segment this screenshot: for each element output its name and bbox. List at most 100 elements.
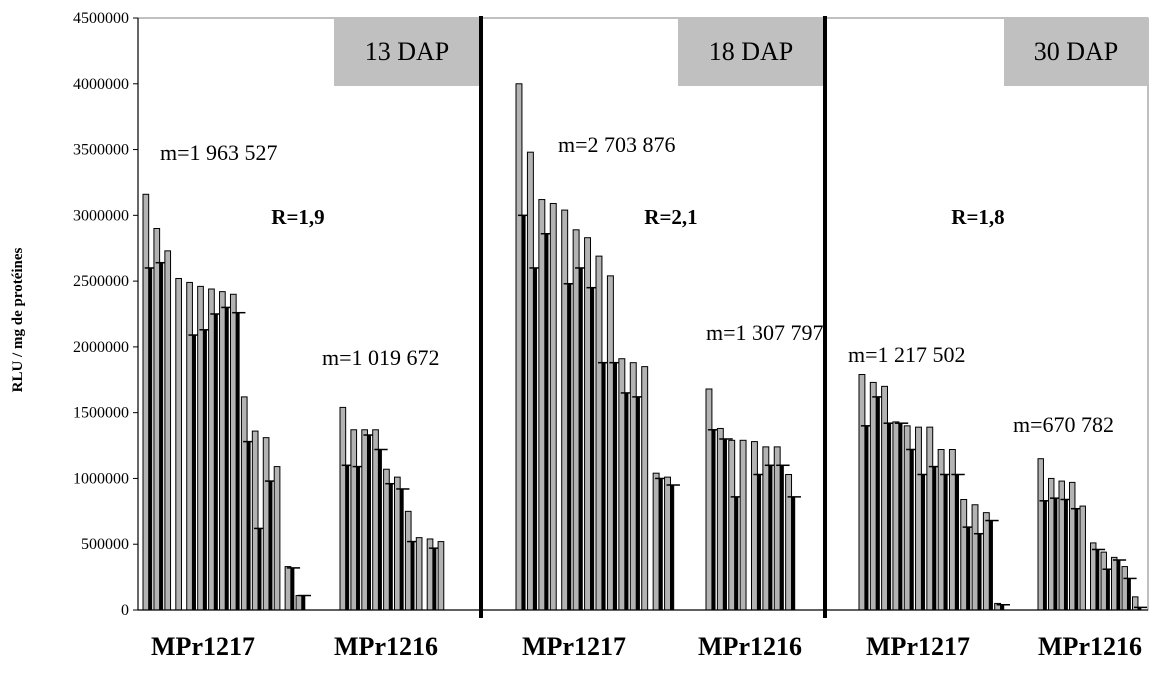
- ratio-label: R=2,1: [644, 205, 697, 229]
- bar: [1111, 556, 1118, 611]
- group-label: MPr1217: [151, 632, 255, 661]
- bar: [549, 202, 557, 611]
- bar: [613, 362, 618, 611]
- bar: [186, 281, 193, 611]
- bar: [290, 567, 295, 611]
- bar: [960, 498, 968, 611]
- bar: [875, 396, 880, 611]
- bar: [955, 474, 959, 611]
- bar: [1095, 549, 1100, 611]
- bar: [350, 429, 358, 611]
- bar: [262, 437, 270, 611]
- bar: [858, 374, 866, 611]
- group-label: MPr1216: [1038, 632, 1142, 661]
- bar: [538, 199, 546, 611]
- bar: [926, 426, 934, 611]
- bar: [887, 422, 892, 611]
- bar: [791, 496, 796, 611]
- bar: [426, 538, 434, 611]
- y-tick-label: 2500000: [73, 273, 129, 290]
- bar: [921, 474, 926, 611]
- bar: [372, 429, 379, 611]
- bar: [251, 430, 259, 611]
- bar: [932, 466, 937, 611]
- bar: [203, 329, 207, 611]
- bar: [1037, 458, 1044, 611]
- bar: [751, 441, 758, 611]
- mean-label: m=1 963 527: [160, 140, 278, 165]
- panel-label-box: [678, 18, 824, 86]
- bar: [192, 334, 196, 611]
- bar: [214, 313, 218, 611]
- y-tick-label: 3000000: [73, 207, 129, 224]
- bar: [399, 488, 404, 611]
- bar: [1074, 508, 1079, 611]
- bar: [705, 388, 713, 611]
- panel-label: 18 DAP: [709, 37, 794, 66]
- bar: [618, 358, 626, 611]
- bar: [339, 406, 347, 611]
- bar: [219, 291, 226, 611]
- mean-label: m=1 019 672: [322, 345, 440, 370]
- bar: [410, 541, 415, 611]
- bar: [142, 193, 150, 611]
- y-tick-label: 3500000: [73, 142, 129, 159]
- bar: [432, 547, 437, 611]
- mean-label: m=1 217 502: [848, 342, 966, 367]
- bar: [943, 474, 948, 611]
- bar: [601, 362, 606, 611]
- bar: [909, 449, 914, 611]
- bar: [273, 466, 281, 611]
- bar: [966, 526, 971, 611]
- y-axis-label: RLU / mg de protéines: [10, 247, 26, 392]
- y-tick-label: 4000000: [73, 76, 129, 93]
- bar: [284, 566, 292, 611]
- bar: [164, 250, 172, 611]
- bar: [779, 465, 784, 611]
- bar: [915, 426, 922, 611]
- bar: [664, 476, 672, 611]
- bar: [1053, 497, 1058, 611]
- bar: [246, 441, 251, 611]
- bar: [175, 277, 182, 611]
- bar: [361, 429, 368, 611]
- bar: [785, 473, 793, 611]
- bar: [658, 478, 663, 611]
- bar: [864, 425, 869, 611]
- bar: [716, 427, 724, 611]
- bar: [768, 465, 773, 611]
- group-label: MPr1217: [522, 632, 626, 661]
- bar: [515, 83, 523, 611]
- y-tick-label: 500000: [81, 536, 129, 553]
- bar: [148, 267, 153, 611]
- bar: [367, 434, 371, 611]
- bar: [641, 366, 649, 611]
- bar: [1106, 568, 1110, 611]
- bar: [937, 449, 945, 611]
- bar: [378, 449, 382, 611]
- bar: [1100, 551, 1107, 611]
- bar: [437, 541, 445, 611]
- bar: [948, 449, 956, 611]
- bar: [711, 429, 716, 611]
- bar: [606, 275, 614, 611]
- bar: [301, 595, 306, 611]
- bar: [257, 528, 262, 611]
- bar: [394, 476, 401, 611]
- y-tick-label: 0: [121, 602, 129, 619]
- bar: [404, 510, 412, 611]
- panel-label: 13 DAP: [365, 37, 450, 66]
- bar: [1090, 542, 1097, 611]
- bar: [723, 438, 727, 611]
- bar: [903, 425, 911, 611]
- bar: [224, 307, 229, 611]
- panel-label-box: [334, 18, 480, 86]
- bar: [892, 421, 900, 611]
- bar: [345, 465, 350, 611]
- bar: [268, 480, 273, 611]
- bar: [197, 285, 204, 611]
- bar: [383, 468, 390, 611]
- bar: [572, 229, 580, 611]
- bar: [629, 362, 637, 611]
